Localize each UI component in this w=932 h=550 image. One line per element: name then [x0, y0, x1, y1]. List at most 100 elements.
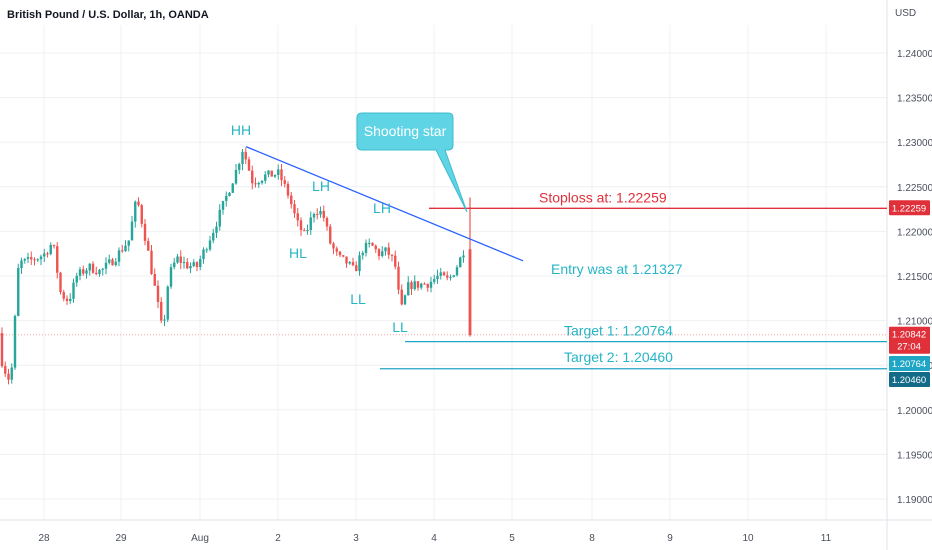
- candle-body: [147, 240, 150, 251]
- candle-body: [65, 298, 69, 302]
- target1-label: Target 1: 1.20764: [564, 323, 673, 339]
- candle-body: [345, 256, 348, 264]
- price-tick-label: 1.19500: [897, 450, 932, 461]
- callout-text: Shooting star: [364, 123, 447, 139]
- candle-body: [192, 262, 195, 266]
- pivot-label-ll: LL: [350, 291, 366, 307]
- entry-label: Entry was at 1.21327: [551, 261, 683, 277]
- candle-body: [413, 281, 416, 290]
- candle-body: [13, 315, 17, 368]
- price-tick-label: 1.23500: [897, 94, 932, 105]
- candle-body: [95, 272, 98, 275]
- candle-body: [423, 283, 426, 285]
- candle-body: [325, 218, 329, 227]
- candle-body: [153, 274, 156, 286]
- candle-body: [72, 282, 75, 299]
- candle-body: [85, 270, 88, 274]
- candle-body: [426, 283, 429, 288]
- candle-body: [212, 232, 215, 241]
- candle-body: [381, 251, 384, 257]
- candle-body: [455, 267, 459, 276]
- candle-body: [244, 151, 247, 160]
- candle-body: [124, 245, 127, 252]
- candle-body: [43, 253, 46, 257]
- candle-body: [247, 159, 251, 171]
- price-tick-label: 1.21500: [897, 272, 932, 283]
- candle-body: [316, 213, 319, 215]
- candle-body: [446, 275, 449, 278]
- candle-body: [10, 367, 13, 380]
- candle-body: [361, 252, 364, 256]
- candle-body: [205, 249, 208, 251]
- candle-body: [384, 247, 387, 252]
- candle-body: [163, 319, 166, 321]
- candle-body: [286, 183, 290, 196]
- candle-body: [254, 183, 257, 185]
- candle-body: [98, 269, 101, 275]
- time-tick-label: 29: [115, 533, 127, 544]
- candle-body: [322, 210, 325, 219]
- candle-body: [342, 255, 345, 257]
- price-tick-label: 1.22000: [897, 227, 932, 238]
- time-tick-label: 4: [431, 533, 437, 544]
- candle-body: [442, 272, 446, 276]
- descending-trendline: [245, 146, 524, 262]
- candle-body: [312, 213, 316, 218]
- candle-body: [436, 275, 439, 280]
- candle-body: [290, 195, 293, 205]
- candle-body: [355, 265, 358, 272]
- current-price-tag-countdown: 27:04: [897, 342, 921, 353]
- candle-body: [0, 333, 4, 367]
- candle-body: [433, 279, 436, 282]
- candle-body: [394, 255, 397, 267]
- candle-body: [309, 217, 312, 231]
- shooting-star-body: [468, 249, 472, 335]
- candle-body: [462, 255, 465, 258]
- candle-body: [78, 269, 82, 276]
- candle-body: [390, 254, 394, 256]
- candle-body: [46, 253, 49, 255]
- candle-body: [257, 182, 260, 185]
- price-tick-label: 1.24000: [897, 49, 932, 60]
- candle-body: [49, 244, 52, 255]
- candle-body: [335, 248, 338, 252]
- candle-body: [332, 243, 335, 249]
- time-tick-label: 2: [275, 533, 281, 544]
- candle-body: [156, 285, 160, 302]
- time-tick-label: 28: [38, 533, 50, 544]
- candle-body: [26, 257, 30, 259]
- candle-body: [420, 283, 423, 288]
- candle-body: [429, 281, 433, 288]
- candle-body: [338, 251, 342, 256]
- candle-body: [69, 298, 72, 302]
- candle-body: [215, 226, 218, 233]
- candle-body: [91, 263, 95, 273]
- candle-body: [449, 276, 452, 278]
- price-tick-label: 1.21000: [897, 317, 932, 328]
- candle-body: [231, 183, 234, 193]
- candle-body: [4, 366, 7, 374]
- candle-body: [186, 262, 189, 269]
- candle-body: [20, 260, 23, 269]
- candle-body: [160, 301, 163, 321]
- candle-body: [114, 261, 117, 266]
- candle-body: [111, 259, 114, 266]
- shooting-star-callout[interactable]: [356, 112, 468, 213]
- target1-tag-bg: [889, 356, 930, 371]
- candle-body: [228, 192, 231, 197]
- candle-body: [33, 259, 36, 261]
- chart-title: British Pound / U.S. Dollar, 1h, OANDA: [7, 9, 209, 21]
- candle-body: [371, 242, 374, 246]
- candle-body: [104, 262, 108, 269]
- candle-body: [387, 247, 390, 255]
- price-tick-label: 1.22500: [897, 183, 932, 194]
- candle-body: [199, 259, 202, 268]
- pivot-label-lh: LH: [312, 178, 330, 194]
- candle-body: [52, 244, 56, 247]
- time-tick-label: 8: [589, 533, 595, 544]
- pivot-label-ll: LL: [392, 319, 408, 335]
- candle-body: [351, 262, 355, 266]
- candle-body: [108, 259, 111, 263]
- time-tick-label: Aug: [191, 533, 209, 544]
